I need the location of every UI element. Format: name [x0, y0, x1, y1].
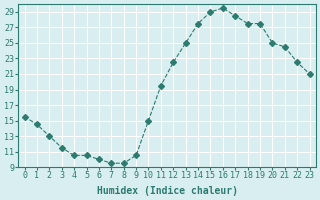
X-axis label: Humidex (Indice chaleur): Humidex (Indice chaleur): [97, 186, 237, 196]
